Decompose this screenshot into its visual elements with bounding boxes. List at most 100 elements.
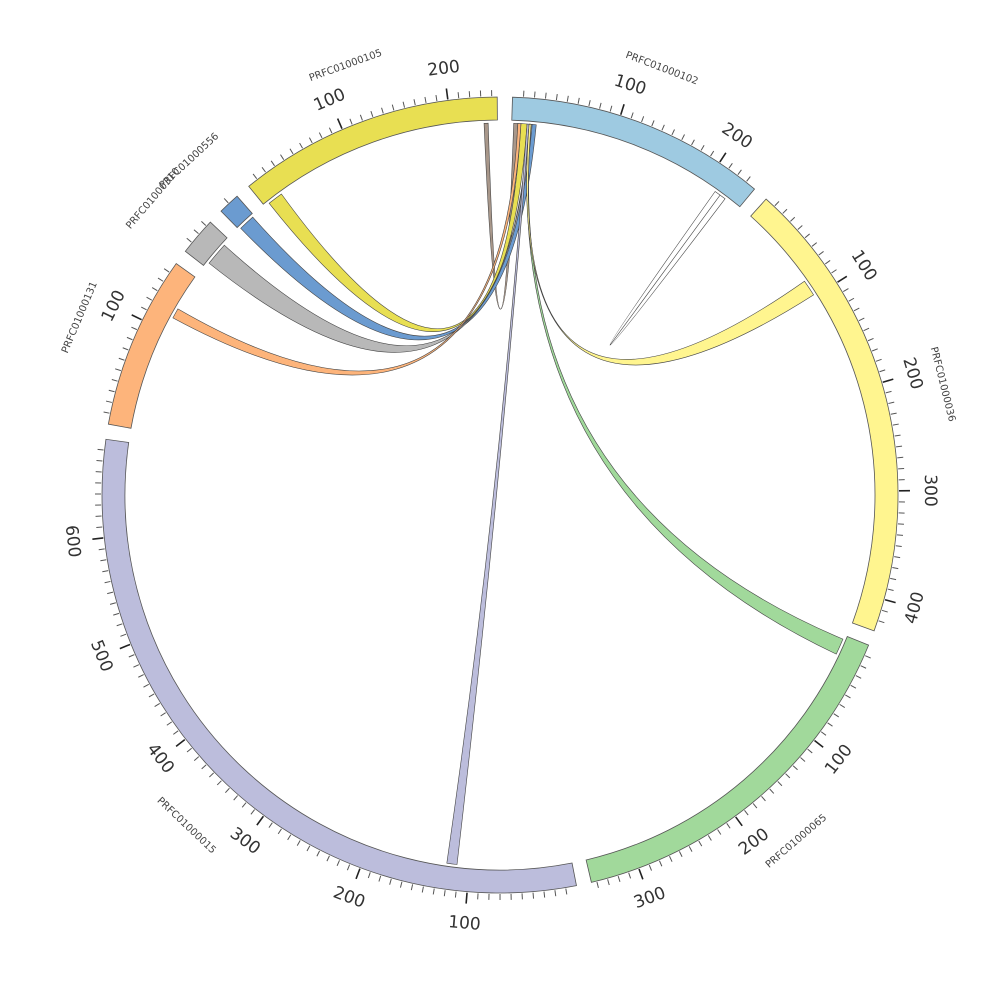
link-ribbon-prfc01000102 xyxy=(609,191,726,346)
minor-tick xyxy=(186,747,192,753)
major-tick xyxy=(256,815,265,826)
minor-tick xyxy=(109,602,116,605)
link-ribbon-prfc01000065 xyxy=(526,123,844,655)
minor-tick xyxy=(370,110,374,117)
minor-tick xyxy=(457,92,460,99)
minor-tick xyxy=(432,888,435,895)
major-tick xyxy=(336,118,343,129)
minor-tick xyxy=(268,822,273,828)
minor-tick xyxy=(843,288,849,293)
minor-tick xyxy=(890,577,897,581)
minor-tick xyxy=(118,357,125,361)
minor-tick xyxy=(241,802,247,808)
minor-tick xyxy=(98,548,105,551)
minor-tick xyxy=(122,347,129,351)
major-tick xyxy=(837,275,848,283)
minor-tick xyxy=(881,609,888,613)
minor-tick xyxy=(102,570,109,573)
minor-tick xyxy=(850,684,857,689)
minor-tick xyxy=(543,891,546,898)
minor-tick xyxy=(860,665,867,669)
minor-tick xyxy=(261,166,266,173)
minor-tick xyxy=(896,534,904,536)
minor-tick xyxy=(710,150,715,157)
minor-tick xyxy=(318,132,323,139)
minor-tick xyxy=(588,100,591,107)
minor-tick xyxy=(744,810,749,816)
tick-label: 400 xyxy=(901,590,929,627)
minor-tick xyxy=(596,881,599,888)
segment-arc-prfc01000131 xyxy=(107,263,196,429)
minor-tick xyxy=(897,456,904,459)
minor-tick xyxy=(761,796,766,802)
segment-label-prfc01000556: PRFC01000556 xyxy=(158,131,222,191)
minor-tick xyxy=(316,850,321,857)
minor-tick xyxy=(888,401,895,405)
major-tick xyxy=(445,88,449,100)
minor-tick xyxy=(890,412,897,415)
minor-tick xyxy=(833,713,840,718)
minor-tick xyxy=(223,198,229,204)
minor-tick xyxy=(807,748,813,754)
minor-tick xyxy=(554,890,557,897)
minor-tick xyxy=(115,368,122,372)
minor-tick xyxy=(193,756,200,761)
minor-tick xyxy=(378,875,382,882)
major-tick xyxy=(119,643,131,650)
minor-tick xyxy=(435,95,438,102)
minor-tick xyxy=(250,809,256,815)
minor-tick xyxy=(863,327,870,332)
minor-tick xyxy=(349,118,353,125)
minor-tick xyxy=(661,124,665,131)
minor-tick xyxy=(607,879,610,886)
minor-tick xyxy=(399,881,403,888)
minor-tick xyxy=(848,297,855,302)
minor-tick xyxy=(752,803,758,809)
segment-arc-prfc01000105 xyxy=(248,96,498,205)
minor-tick xyxy=(421,886,424,893)
minor-tick xyxy=(138,674,144,678)
segment-arc-prfc01000556 xyxy=(220,195,253,229)
tick-label: 100 xyxy=(847,247,881,285)
tick-label: 300 xyxy=(226,824,264,859)
segment-label-prfc01000065: PRFC01000065 xyxy=(764,812,829,870)
minor-tick xyxy=(879,369,886,373)
minor-tick xyxy=(233,795,239,801)
minor-tick xyxy=(698,840,703,847)
minor-tick xyxy=(133,664,140,668)
minor-tick xyxy=(173,730,179,735)
minor-tick xyxy=(160,712,166,717)
minor-tick xyxy=(306,845,311,852)
minor-tick xyxy=(669,855,673,862)
minor-tick xyxy=(391,104,395,111)
minor-tick xyxy=(785,773,791,779)
major-tick xyxy=(619,103,625,115)
minor-tick xyxy=(648,864,653,871)
link-ribbon-prfc01000310 xyxy=(208,123,533,353)
minor-tick xyxy=(691,139,695,146)
minor-tick xyxy=(566,95,569,102)
minor-tick xyxy=(599,102,602,109)
minor-tick xyxy=(628,872,632,879)
tick-label: 100 xyxy=(311,85,349,116)
minor-tick xyxy=(96,460,103,462)
minor-tick xyxy=(120,633,127,637)
minor-tick xyxy=(270,160,275,167)
minor-tick xyxy=(532,892,535,899)
tick-label: 300 xyxy=(631,883,668,913)
minor-tick xyxy=(700,144,705,151)
minor-tick xyxy=(641,116,645,123)
minor-tick xyxy=(143,683,150,688)
link-ribbon-prfc01000015 xyxy=(446,123,530,865)
minor-tick xyxy=(328,127,333,134)
minor-tick xyxy=(209,772,215,778)
minor-tick xyxy=(389,878,392,885)
minor-tick xyxy=(894,556,901,559)
major-tick xyxy=(355,868,361,880)
minor-tick xyxy=(126,336,133,341)
minor-tick xyxy=(792,765,798,771)
minor-tick xyxy=(681,134,685,141)
minor-tick xyxy=(728,163,733,169)
minor-tick xyxy=(287,834,292,841)
minor-tick xyxy=(790,216,796,222)
